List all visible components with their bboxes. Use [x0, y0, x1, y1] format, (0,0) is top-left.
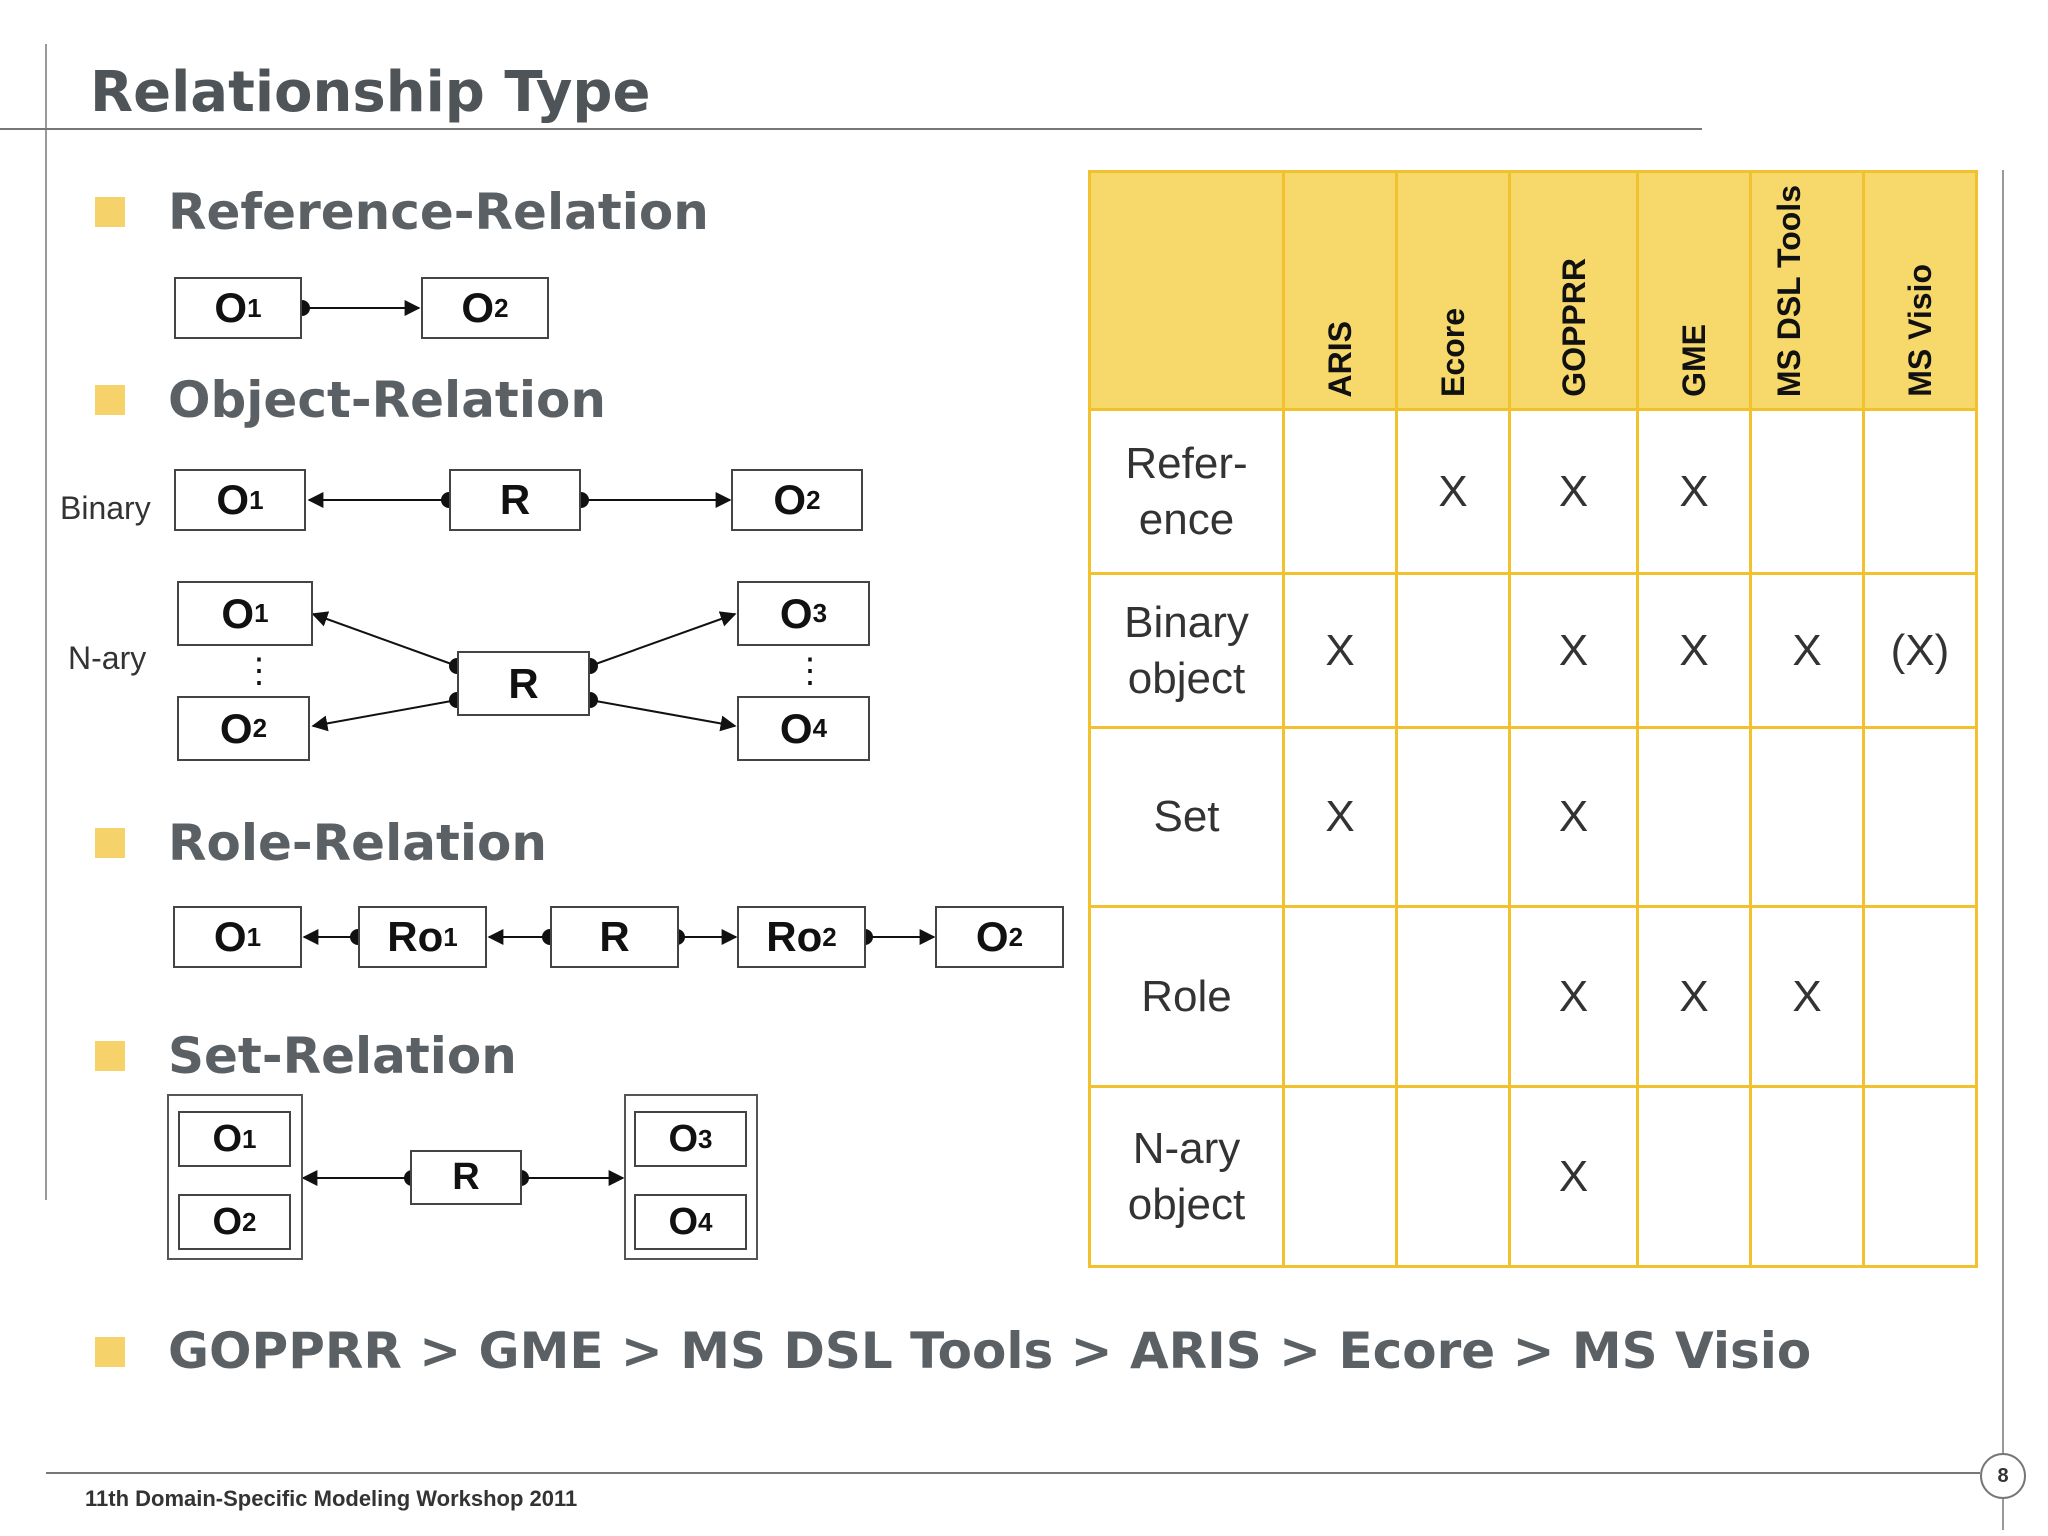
nary-r-box: R	[457, 651, 590, 716]
table-row: Role X X X	[1088, 905, 1978, 1089]
role-ro1-box: Ro 1	[358, 906, 487, 968]
table-cell	[1636, 1085, 1752, 1269]
table-cell: X	[1636, 905, 1752, 1089]
table-cell	[1282, 1085, 1398, 1269]
comparison-table: ARIS Ecore GOPPRR GME MS DSL Tools MS Vi…	[1088, 169, 1978, 1269]
table-cell: (X)	[1862, 572, 1978, 730]
table-row: N-ary object X	[1088, 1085, 1978, 1269]
slide-title: Relationship Type	[90, 60, 651, 125]
footer-text: 11th Domain-Specific Modeling Workshop 2…	[85, 1486, 578, 1511]
table-row: Binary object X X X X (X)	[1088, 572, 1978, 730]
binary-r-box: R	[449, 469, 581, 531]
header-empty-cell	[1088, 169, 1285, 412]
table-cell	[1862, 1085, 1978, 1269]
bullet-square	[95, 828, 125, 858]
table-cell	[1395, 726, 1511, 909]
section-role-relation: Role-Relation	[168, 814, 547, 872]
table-cell	[1862, 726, 1978, 909]
table-cell: X	[1636, 408, 1752, 576]
table-cell	[1395, 1085, 1511, 1269]
diagram-connectors	[294, 300, 936, 1186]
table-cell: X	[1508, 1085, 1639, 1269]
table-cell	[1749, 1085, 1865, 1269]
table-cell	[1636, 726, 1752, 909]
section-reference-relation: Reference-Relation	[168, 183, 709, 241]
row-label-role: Role	[1088, 905, 1285, 1089]
bullet-square	[95, 1337, 125, 1367]
table-header-row: ARIS Ecore GOPPRR GME MS DSL Tools MS Vi…	[1088, 169, 1978, 412]
table-cell: X	[1749, 572, 1865, 730]
tool-ranking: GOPPRR > GME > MS DSL Tools > ARIS > Eco…	[168, 1322, 1812, 1380]
role-r-box: R	[550, 906, 679, 968]
table-cell	[1282, 905, 1398, 1089]
header-cell: MS DSL Tools	[1749, 169, 1865, 412]
table-cell	[1862, 408, 1978, 576]
header-cell: ARIS	[1282, 169, 1398, 412]
table-cell	[1749, 408, 1865, 576]
table-row: Set X X	[1088, 726, 1978, 909]
table-cell: X	[1508, 408, 1639, 576]
section-set-relation: Set-Relation	[168, 1027, 517, 1085]
bullet-square	[95, 197, 125, 227]
section-object-relation: Object-Relation	[168, 371, 606, 429]
set-right-container	[624, 1094, 758, 1260]
table-cell: X	[1749, 905, 1865, 1089]
table-cell: X	[1395, 408, 1511, 576]
set-left-container	[167, 1094, 303, 1260]
table-cell	[1395, 905, 1511, 1089]
table-cell: X	[1282, 726, 1398, 909]
row-label-binary-object: Binary object	[1088, 572, 1285, 730]
table-cell: X	[1508, 572, 1639, 730]
row-label-nary-object: N-ary object	[1088, 1085, 1285, 1269]
header-cell: MS Visio	[1862, 169, 1978, 412]
header-cell: Ecore	[1395, 169, 1511, 412]
table-row: Refer- ence X X X	[1088, 408, 1978, 576]
table-cell: X	[1636, 572, 1752, 730]
bullet-square	[95, 385, 125, 415]
nary-right-ellipsis: ⋮	[793, 652, 827, 690]
binary-label: Binary	[60, 490, 151, 526]
set-r-box: R	[410, 1150, 522, 1205]
table-cell: X	[1508, 726, 1639, 909]
page-number: 8	[1980, 1453, 2026, 1499]
bullet-square	[95, 1041, 125, 1071]
table-cell	[1862, 905, 1978, 1089]
table-cell: X	[1508, 905, 1639, 1089]
nary-label: N-ary	[68, 640, 147, 676]
table-cell	[1395, 572, 1511, 730]
nary-left-ellipsis: ⋮	[242, 652, 276, 690]
table-cell: X	[1282, 572, 1398, 730]
table-cell	[1282, 408, 1398, 576]
role-ro2-box: Ro 2	[737, 906, 866, 968]
row-label-reference: Refer- ence	[1088, 408, 1285, 576]
header-cell: GME	[1636, 169, 1752, 412]
row-label-set: Set	[1088, 726, 1285, 909]
header-cell: GOPPRR	[1508, 169, 1639, 412]
table-cell	[1749, 726, 1865, 909]
